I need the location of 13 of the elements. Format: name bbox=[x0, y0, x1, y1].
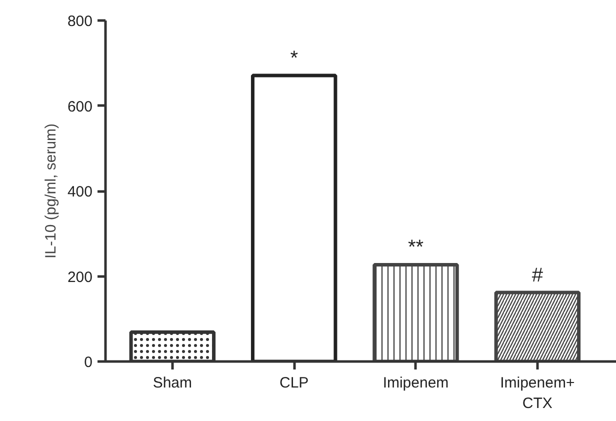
y-tick-label: 200 bbox=[67, 268, 93, 286]
annotation: * bbox=[290, 47, 298, 70]
y-axis-title: IL-10 (pg/ml, serum) bbox=[42, 123, 60, 259]
y-tick-label: 400 bbox=[67, 184, 93, 200]
annotation: # bbox=[532, 264, 544, 286]
x-tick-label: Imipenem+ CTX bbox=[500, 374, 575, 412]
y-tick-label: 0 bbox=[84, 354, 92, 371]
x-tick-label: Imipenem bbox=[382, 374, 449, 392]
y-tick-label: 800 bbox=[67, 13, 93, 30]
y-tick-label: 600 bbox=[67, 98, 93, 116]
annotation: ** bbox=[408, 236, 424, 259]
x-tick-label: CLP bbox=[279, 374, 309, 392]
x-tick-label: Sham bbox=[152, 374, 192, 392]
